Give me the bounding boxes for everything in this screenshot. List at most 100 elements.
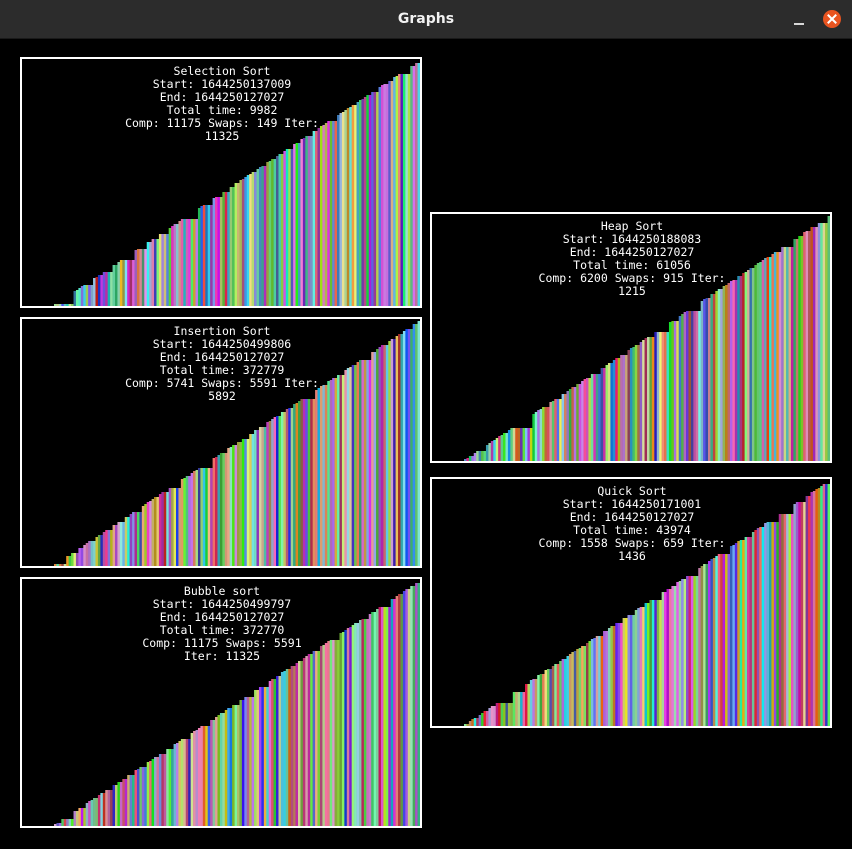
bar: [310, 399, 313, 566]
bar: [127, 260, 130, 306]
bar: [525, 428, 528, 461]
bar: [373, 612, 377, 826]
bar: [280, 672, 284, 826]
bar: [405, 329, 409, 566]
bar: [344, 630, 348, 826]
sort-stats: Comp: 11175 Swaps: 5591 Iter: 11325: [142, 636, 302, 663]
bar: [605, 365, 609, 461]
bar: [146, 502, 150, 566]
bar: [583, 646, 587, 726]
bar: [346, 368, 350, 566]
bar: [556, 664, 560, 726]
bar: [319, 126, 323, 306]
bar: [751, 268, 755, 461]
bar: [317, 388, 321, 566]
bar: [681, 314, 684, 461]
bar: [729, 546, 733, 726]
bar: [527, 428, 531, 461]
bar: [300, 139, 304, 306]
bar: [661, 332, 665, 461]
bar: [249, 174, 252, 306]
bar: [656, 332, 660, 461]
bar: [161, 754, 165, 826]
bar: [378, 347, 382, 566]
bar: [195, 219, 199, 306]
bar: [410, 66, 413, 306]
bar: [400, 74, 404, 306]
bar: [151, 759, 155, 826]
bar: [817, 223, 821, 461]
bar: [671, 321, 675, 461]
bar: [261, 166, 265, 306]
bar: [390, 599, 394, 826]
bar: [534, 679, 538, 726]
bar: [244, 697, 248, 826]
bar: [588, 641, 592, 726]
bar: [356, 362, 360, 566]
bar: [237, 442, 240, 566]
bar: [156, 239, 160, 306]
bar: [751, 532, 755, 726]
bar: [764, 258, 767, 461]
bar: [78, 548, 82, 566]
minimize-button[interactable]: [789, 11, 809, 29]
bar: [798, 236, 802, 461]
bar: [383, 84, 387, 306]
bar: [532, 679, 536, 726]
bar: [78, 808, 82, 826]
bar: [100, 275, 104, 306]
bar: [58, 304, 62, 306]
bar: [193, 731, 196, 826]
bar: [742, 273, 745, 461]
bar: [551, 666, 555, 726]
bar: [80, 548, 84, 566]
bar: [234, 445, 238, 566]
bar: [212, 458, 216, 566]
bar: [708, 298, 711, 461]
bar: [634, 610, 638, 726]
bar: [54, 304, 57, 306]
bar: [276, 676, 279, 826]
bar: [734, 280, 738, 461]
bar: [395, 336, 399, 566]
bar: [271, 419, 274, 566]
bar: [363, 619, 367, 826]
bar: [388, 341, 392, 566]
bar: [366, 360, 370, 566]
bar: [607, 363, 611, 461]
bar: [351, 105, 355, 306]
bar: [271, 679, 274, 826]
bar: [315, 390, 318, 566]
bar: [546, 669, 550, 726]
bar: [566, 391, 570, 461]
bar: [83, 808, 87, 826]
bar: [61, 304, 65, 306]
bar: [593, 374, 597, 461]
bar: [283, 412, 287, 566]
bar: [761, 527, 765, 726]
bar: [337, 115, 340, 306]
bar: [783, 247, 787, 461]
bar: [246, 439, 250, 566]
bar: [769, 257, 772, 461]
bar: [207, 205, 211, 306]
bar: [625, 618, 628, 726]
bar: [368, 95, 372, 306]
bar: [239, 180, 243, 306]
bar: [156, 757, 160, 826]
start-time: Start: 1644250171001: [562, 497, 702, 511]
bar: [105, 790, 108, 826]
bar: [759, 262, 762, 461]
bar: [205, 468, 209, 566]
bar: [56, 823, 60, 826]
bar: [232, 445, 235, 566]
bar: [334, 640, 338, 826]
bar: [578, 384, 582, 461]
bar: [510, 428, 514, 461]
bar: [110, 790, 113, 826]
bar: [273, 417, 277, 566]
close-button[interactable]: [823, 10, 841, 28]
bar: [341, 375, 345, 566]
bar: [778, 252, 782, 461]
bar: [268, 161, 272, 306]
